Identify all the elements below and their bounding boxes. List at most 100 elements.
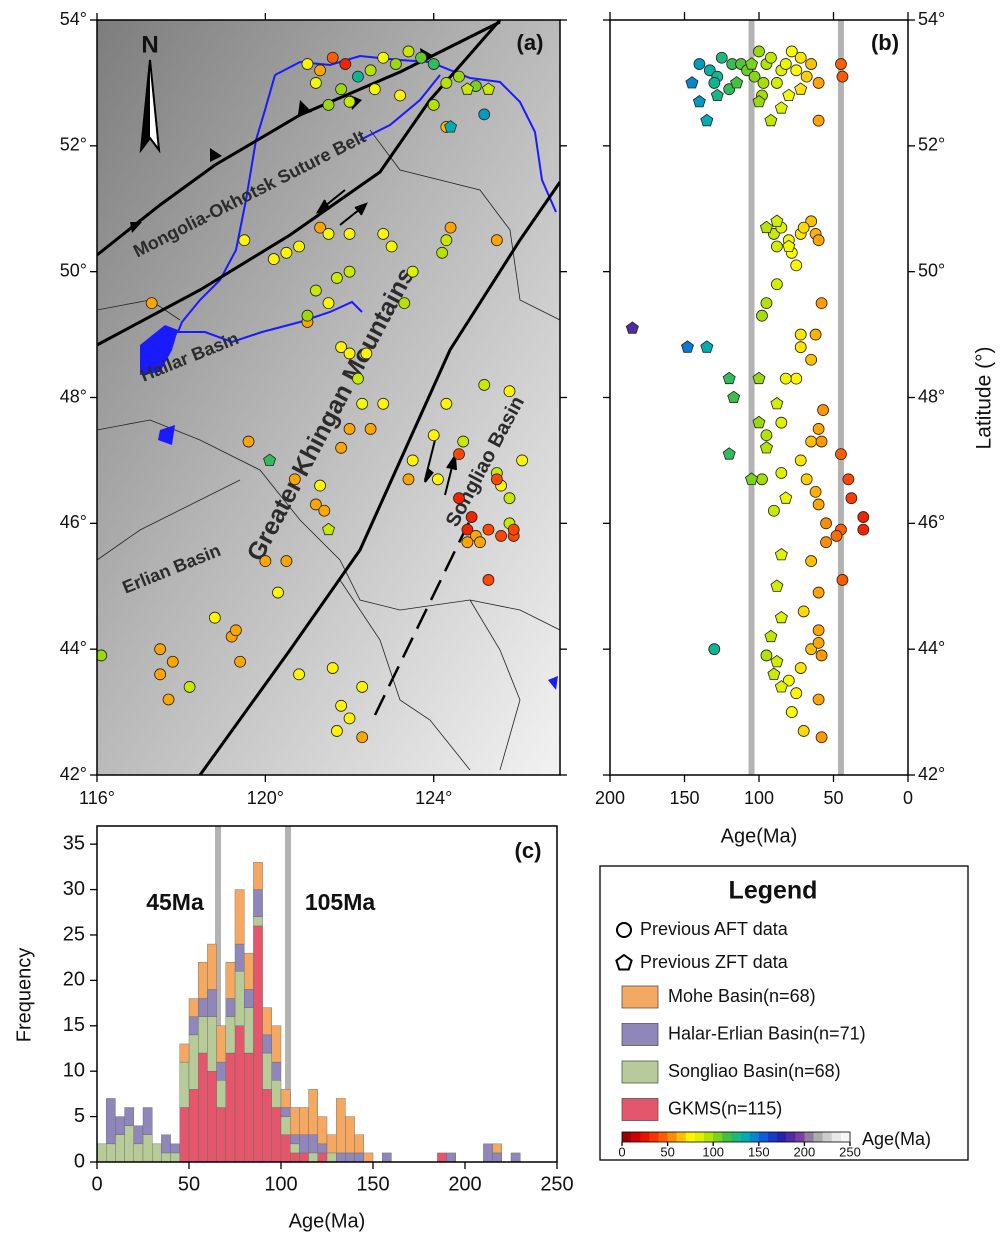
x-axis-title: Age(Ma) bbox=[289, 1210, 366, 1232]
bar bbox=[336, 1098, 345, 1152]
panel-label: (c) bbox=[515, 838, 542, 863]
bar bbox=[143, 1135, 152, 1162]
bar bbox=[318, 1153, 327, 1162]
y-tick-label: 44° bbox=[918, 638, 945, 658]
colorbar-tick-label: 200 bbox=[794, 1144, 816, 1159]
data-point bbox=[365, 423, 376, 434]
data-point bbox=[407, 455, 418, 466]
data-point bbox=[323, 228, 334, 239]
colorbar-cell bbox=[841, 1132, 850, 1142]
data-point bbox=[795, 329, 806, 340]
colorbar-cell bbox=[622, 1132, 631, 1142]
data-point bbox=[771, 279, 782, 290]
map: Mongolia-Okhotsk Suture BeltGreater Khin… bbox=[96, 20, 560, 775]
y-tick-label: 54° bbox=[918, 9, 945, 29]
data-point bbox=[167, 656, 178, 667]
bar bbox=[226, 962, 235, 998]
data-point bbox=[294, 241, 305, 252]
data-point bbox=[272, 587, 283, 598]
data-point bbox=[390, 59, 401, 70]
bar bbox=[364, 1153, 373, 1162]
data-point bbox=[491, 235, 502, 246]
data-point bbox=[336, 700, 347, 711]
data-point bbox=[445, 222, 456, 233]
bar bbox=[180, 1062, 189, 1107]
data-point bbox=[327, 52, 338, 63]
colorbar-cell bbox=[677, 1132, 686, 1142]
data-point bbox=[331, 272, 342, 283]
data-point bbox=[795, 52, 806, 63]
data-point bbox=[428, 430, 439, 441]
north-label: N bbox=[141, 31, 158, 58]
data-point bbox=[344, 96, 355, 107]
data-point bbox=[821, 537, 832, 548]
data-point bbox=[791, 373, 802, 384]
data-point bbox=[709, 77, 720, 88]
bar bbox=[198, 999, 207, 1017]
colorbar-cell bbox=[686, 1132, 695, 1142]
data-point bbox=[378, 398, 389, 409]
bar bbox=[327, 1135, 336, 1153]
data-point bbox=[403, 474, 414, 485]
data-point bbox=[302, 310, 313, 321]
data-point bbox=[475, 537, 486, 548]
data-point bbox=[453, 493, 464, 504]
data-point bbox=[806, 436, 817, 447]
bar bbox=[272, 1026, 281, 1062]
bar bbox=[226, 999, 235, 1017]
data-point bbox=[378, 52, 389, 63]
data-point bbox=[243, 436, 254, 447]
data-point bbox=[843, 474, 854, 485]
bar bbox=[253, 890, 262, 917]
data-point bbox=[491, 474, 502, 485]
data-point bbox=[786, 707, 797, 718]
x-tick-label: 150 bbox=[356, 1173, 389, 1195]
data-point bbox=[504, 493, 515, 504]
bar bbox=[143, 1108, 152, 1135]
colorbar-tick-label: 250 bbox=[839, 1144, 861, 1159]
y-tick-label: 5 bbox=[74, 1105, 85, 1127]
data-point bbox=[756, 474, 767, 485]
colorbar-cell bbox=[640, 1132, 649, 1142]
panel-label: (b) bbox=[871, 30, 899, 55]
colorbar-cell bbox=[759, 1132, 768, 1142]
bar bbox=[189, 1035, 198, 1089]
bar bbox=[115, 1135, 124, 1162]
bar bbox=[290, 1144, 299, 1153]
bar bbox=[235, 944, 244, 971]
bar bbox=[235, 1026, 244, 1162]
y-tick-label: 50° bbox=[60, 260, 87, 280]
colorbar-tick-label: 150 bbox=[748, 1144, 770, 1159]
data-point bbox=[289, 474, 300, 485]
data-point bbox=[806, 354, 817, 365]
legend-swatch bbox=[622, 1099, 658, 1121]
y-tick-label: 35 bbox=[63, 832, 85, 854]
data-point bbox=[810, 329, 821, 340]
data-point bbox=[294, 669, 305, 680]
data-point bbox=[795, 663, 806, 674]
bar bbox=[106, 1144, 115, 1162]
data-point bbox=[716, 52, 727, 63]
bar bbox=[327, 1153, 336, 1162]
bar bbox=[345, 1153, 354, 1162]
bar bbox=[217, 1062, 226, 1080]
data-point bbox=[315, 65, 326, 76]
bar bbox=[226, 1017, 235, 1053]
bar bbox=[511, 1153, 520, 1162]
y-tick-label: 54° bbox=[60, 9, 87, 29]
colorbar-cell bbox=[795, 1132, 804, 1142]
y-tick-label: 52° bbox=[60, 135, 87, 155]
data-point bbox=[758, 77, 769, 88]
data-point bbox=[771, 241, 782, 252]
data-point bbox=[479, 379, 490, 390]
data-point bbox=[357, 681, 368, 692]
data-point bbox=[302, 59, 313, 70]
data-point bbox=[813, 115, 824, 126]
data-point bbox=[780, 59, 791, 70]
bar bbox=[382, 1153, 391, 1162]
data-point bbox=[432, 474, 443, 485]
data-point bbox=[281, 556, 292, 567]
bar bbox=[97, 1144, 106, 1162]
colorbar-tick-label: 0 bbox=[618, 1144, 625, 1159]
bar bbox=[493, 1144, 502, 1153]
